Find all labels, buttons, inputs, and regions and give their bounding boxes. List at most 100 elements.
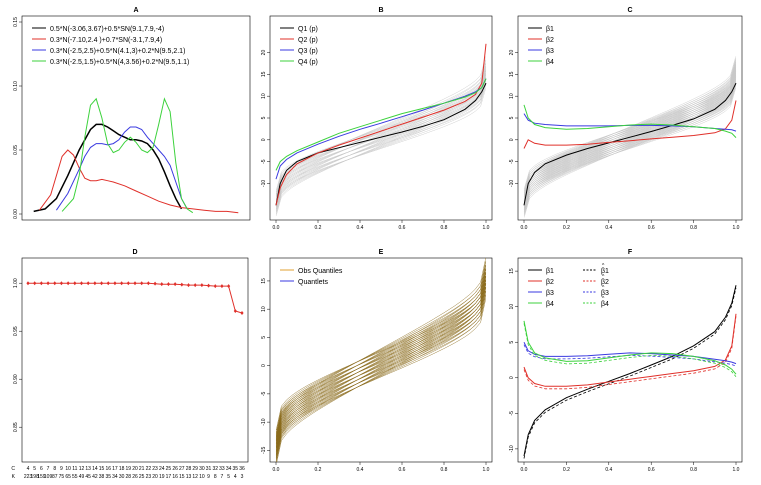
y-tick-label: 15: [261, 71, 267, 77]
background-curve: [275, 298, 487, 456]
x-tick-label: 0.0: [521, 467, 528, 473]
background-curve: [523, 64, 737, 191]
background-curve: [275, 261, 487, 438]
row-value: 5: [33, 466, 36, 472]
data-point: [240, 310, 244, 315]
x-tick-label: 1.0: [733, 225, 740, 231]
legend-hat: ^: [602, 285, 605, 291]
background-curve: [275, 276, 487, 434]
background-curve: [275, 283, 487, 460]
background-curve: [275, 75, 487, 216]
panel-f: F 0.0 0.2 0.4 0.6 0.8 1.0 -10 -5 0 5 10 15 β1 β2 β3 β4 β1…: [509, 249, 743, 473]
data-point: [220, 284, 224, 289]
data-point: [106, 281, 110, 286]
data-point: [33, 281, 37, 286]
background-curve: [523, 81, 737, 208]
background-curve: [275, 287, 487, 445]
series-estimate-line: [523, 323, 737, 377]
background-curve: [275, 294, 487, 458]
legend-label: β3: [546, 48, 554, 55]
background-curve: [275, 273, 487, 431]
background-curve: [275, 269, 487, 433]
background-curve: [523, 69, 737, 211]
plot-frame: [21, 257, 249, 463]
data-point: [213, 284, 217, 289]
y-tick-label: 0: [261, 364, 267, 367]
background-curve: [523, 76, 737, 208]
plot-area: [523, 285, 737, 459]
x-tick-label: 0.8: [441, 225, 448, 231]
legend-hat: ^: [602, 296, 605, 302]
x-tick-label: 0.8: [690, 225, 697, 231]
row-value: 24: [159, 466, 165, 472]
background-curve: [523, 78, 737, 210]
background-curve: [275, 84, 487, 211]
x-tick-label: 0.2: [315, 467, 322, 473]
background-curve: [275, 70, 487, 202]
background-curve: [275, 269, 487, 439]
y-tick-label: 5: [509, 116, 515, 119]
y-tick-label: 0.15: [13, 17, 19, 27]
row-value: 34: [112, 474, 118, 480]
row-value: 28: [126, 474, 132, 480]
y-tick-label: -10: [509, 445, 515, 452]
background-curve: [275, 279, 487, 462]
background-curve: [523, 78, 737, 200]
row-value: 75: [59, 474, 65, 480]
background-curve: [275, 265, 487, 435]
data-point: [166, 282, 171, 287]
row-value: 13: [85, 466, 91, 472]
data-point: [99, 281, 104, 286]
row-value: 34: [226, 466, 232, 472]
legend-label: β3: [601, 290, 609, 297]
background-curve: [275, 268, 487, 451]
background-curve: [523, 61, 737, 193]
data-point: [153, 281, 157, 286]
x-tick-label: 0.4: [357, 225, 364, 231]
row-value: 10: [199, 474, 205, 480]
row-value: 4: [27, 466, 30, 472]
legend-label: β2: [546, 279, 554, 286]
series-line: [523, 285, 737, 457]
background-curve: [523, 68, 737, 205]
row-label: C: [11, 466, 15, 472]
data-point: [160, 282, 164, 287]
background-curve: [275, 287, 487, 457]
data-point: [186, 283, 191, 288]
background-curve: [275, 291, 487, 449]
plot-area: [523, 56, 737, 218]
background-curve: [523, 73, 737, 210]
series-line: [523, 320, 737, 375]
background-curve: [275, 272, 487, 455]
legend-label: Quantlets: [298, 279, 328, 286]
x-tick-label: 1.0: [483, 225, 490, 231]
legend-label: β4: [601, 301, 609, 308]
background-curve: [523, 75, 737, 212]
background-curve: [523, 60, 737, 201]
y-tick-label: 0.85: [13, 422, 19, 432]
x-tick-label: 0.2: [563, 467, 570, 473]
row-value: 28: [186, 466, 192, 472]
x-tick-label: 1.0: [483, 467, 490, 473]
panel-d: D0.850.900.951.00C 4 5 6 7 8 9 10 11 12 13 14 15 16 17…: [11, 249, 249, 480]
background-curve: [275, 279, 487, 456]
series-line: [33, 123, 183, 213]
row-value: 26: [172, 466, 178, 472]
x-tick-label: 0.4: [605, 467, 612, 473]
data-point: [180, 282, 184, 287]
row-value: 22: [146, 466, 152, 472]
x-tick-label: 0.6: [399, 225, 406, 231]
panel-title: E: [379, 249, 384, 256]
background-curve: [275, 276, 487, 446]
background-curve: [523, 72, 737, 208]
y-tick-label: -15: [261, 447, 267, 454]
background-curve: [275, 290, 487, 461]
background-curve: [275, 77, 487, 204]
row-value: 9: [60, 466, 63, 472]
x-tick-label: 0.6: [648, 225, 655, 231]
x-tick-label: 0.2: [315, 225, 322, 231]
background-curve: [275, 287, 487, 451]
background-curve: [275, 74, 487, 205]
data-point: [193, 283, 197, 288]
series-line: [275, 78, 487, 171]
